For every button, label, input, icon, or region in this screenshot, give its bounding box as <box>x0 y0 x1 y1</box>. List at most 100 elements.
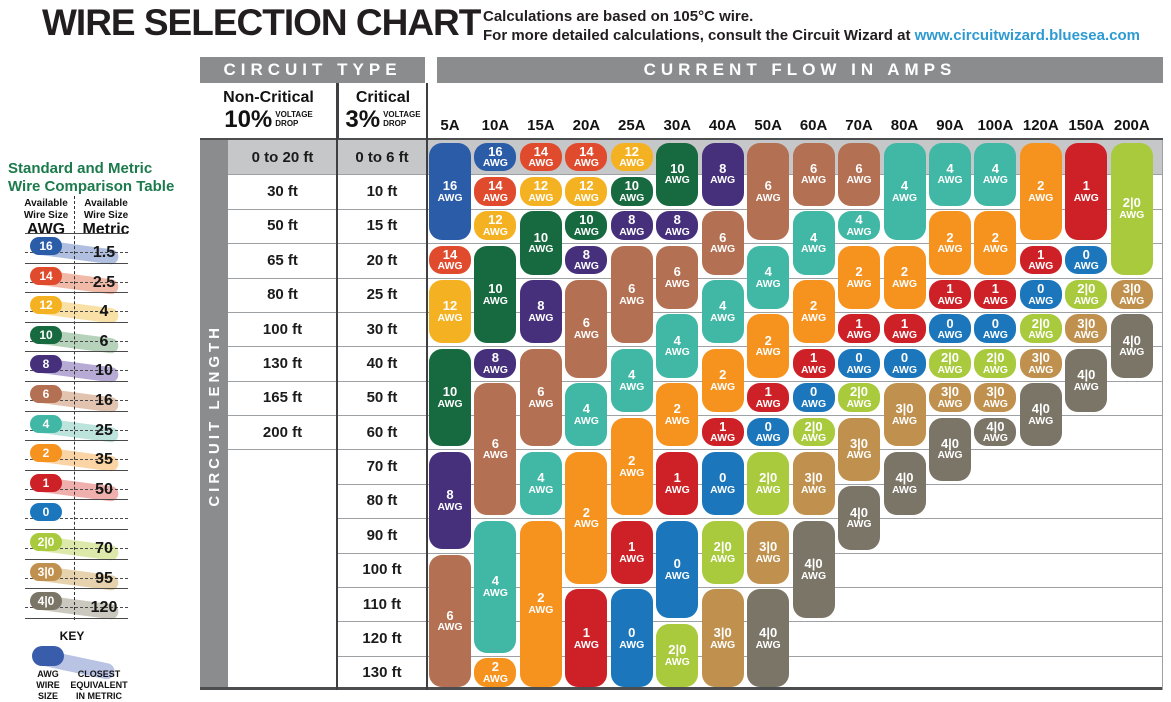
comparison-row-dashed-line <box>25 252 128 253</box>
wire-gauge-pill: 2 AWG <box>974 211 1017 275</box>
pill-awg-word: AWG <box>664 226 690 239</box>
wire-gauge-pill: 0 AWG <box>838 348 880 378</box>
wire-gauge-pill: 4|0 AWG <box>929 417 971 481</box>
key-metric-caption: CLOSEST EQUIVALENT IN METRIC <box>70 669 128 701</box>
wire-gauge-pill: 8 AWG <box>429 451 471 550</box>
awg-pill: 3|0 <box>30 562 62 581</box>
pill-gauge-value: 3|0 <box>895 401 914 417</box>
page-title: WIRE SELECTION CHART <box>42 2 481 43</box>
pill-awg-word: AWG <box>1073 260 1099 273</box>
awg-pill: 10 <box>30 325 62 344</box>
pill-awg-word: AWG <box>664 655 690 668</box>
pill-awg-word: AWG <box>1119 294 1145 307</box>
pill-gauge-value: 1 <box>764 384 772 400</box>
awg-pill: 1 <box>30 473 62 492</box>
wire-gauge-pill: 2 AWG <box>883 245 926 309</box>
pill-gauge-value: 4 <box>491 573 499 589</box>
pill-awg-word: AWG <box>573 518 599 531</box>
pill-awg-word: AWG <box>528 243 554 256</box>
row-label-critical: 50 ft <box>366 389 398 407</box>
pill-gauge-value: 1 <box>900 315 909 331</box>
row-label-noncritical: 200 ft <box>262 423 303 441</box>
comparison-row-dashed-line <box>25 370 128 372</box>
metric-value: 1.5 <box>92 244 116 261</box>
wire-gauge-pill: 0 AWG <box>701 451 744 516</box>
wire-gauge-pill: 4 AWG <box>474 520 517 653</box>
awg-pill: 2 <box>30 444 62 463</box>
metric-value: 35 <box>95 451 113 469</box>
pill-gauge-value: 16 <box>488 143 503 159</box>
row-label-critical: 90 ft <box>366 526 398 544</box>
pill-gauge-value: 2|0 <box>668 642 687 658</box>
pill-gauge-value: 10 <box>624 178 640 193</box>
metric-value: 16 <box>95 392 113 409</box>
amp-column-header: 120A <box>1022 117 1059 134</box>
pill-awg-word: AWG <box>891 483 918 496</box>
wire-gauge-pill: 2|0 AWG <box>929 348 971 378</box>
pill-gauge-value: 2 <box>1037 177 1045 193</box>
pill-awg-word: AWG <box>846 277 872 290</box>
row-label-critical: 120 ft <box>362 629 402 647</box>
row-label-noncritical: 0 to 20 ft <box>251 148 314 166</box>
wire-gauge-pill: 2 AWG <box>656 383 699 447</box>
pill-gauge-value: 2|0 <box>940 349 960 365</box>
wire-gauge-pill: 8 AWG <box>656 211 699 241</box>
comparison-row-dashed-line <box>25 311 128 313</box>
pill-gauge-value: 4|0 <box>986 418 1005 434</box>
pill-gauge-value: 3|0 <box>1122 281 1141 297</box>
wire-gauge-pill: 4|0 AWG <box>1019 383 1062 447</box>
metric-value: 50 <box>95 480 113 498</box>
wire-gauge-pill: 6 AWG <box>747 142 790 241</box>
awg-pill: 0 <box>30 503 62 522</box>
wire-gauge-pill: 4 AWG <box>610 348 653 413</box>
pill-awg-word: AWG <box>573 260 599 273</box>
wire-gauge-pill: 0 AWG <box>1019 280 1062 309</box>
pill-gauge-value: 2 <box>855 263 863 279</box>
pill-awg-word: AWG <box>528 483 554 496</box>
wire-gauge-pill: 6 AWG <box>565 280 608 378</box>
pill-gauge-value: 8 <box>446 487 454 503</box>
pill-awg-word: AWG <box>1073 294 1099 307</box>
wire-gauge-pill: 3|0 AWG <box>838 417 880 481</box>
comparison-row-line <box>25 440 128 442</box>
circuit-wizard-link[interactable]: www.circuitwizard.bluesea.com <box>914 27 1140 44</box>
wire-gauge-pill: 4 AWG <box>838 211 880 241</box>
wire-gauge-pill: 2|0 AWG <box>1110 142 1153 275</box>
pill-awg-word: AWG <box>982 174 1008 187</box>
pill-awg-word: AWG <box>1119 208 1145 221</box>
pill-awg-word: AWG <box>891 191 918 204</box>
comparison-row-dashed-line <box>25 400 128 401</box>
wire-gauge-pill: 2|0 AWG <box>792 417 835 447</box>
pill-awg-word: AWG <box>891 277 918 290</box>
pill-awg-word: AWG <box>619 638 645 651</box>
pill-awg-word: AWG <box>1028 329 1054 342</box>
pill-awg-word: AWG <box>482 157 508 170</box>
pill-gauge-value: 16 <box>442 177 458 193</box>
awg-pill: 16 <box>30 237 62 255</box>
pill-awg-word: AWG <box>937 329 963 342</box>
row-label-critical: 0 to 6 ft <box>355 148 409 166</box>
pill-awg-word: AWG <box>937 397 963 410</box>
pill-awg-word: AWG <box>710 380 736 393</box>
pill-awg-word: AWG <box>710 243 736 256</box>
pill-gauge-value: 4 <box>764 263 772 279</box>
pill-gauge-value: 4 <box>628 367 636 383</box>
amp-column-header: 30A <box>663 117 692 134</box>
pill-gauge-value: 14 <box>579 143 594 159</box>
amp-column-header: 70A <box>845 117 873 134</box>
comparison-row-line <box>25 351 128 353</box>
pill-awg-word: AWG <box>846 329 872 342</box>
pill-gauge-value: 14 <box>533 143 549 159</box>
pill-awg-word: AWG <box>482 672 508 685</box>
pill-gauge-value: 2 <box>628 452 636 468</box>
wire-gauge-pill: 3|0 AWG <box>1065 314 1108 344</box>
metric-value: 25 <box>95 421 113 439</box>
wire-gauge-pill: 0 AWG <box>974 314 1017 344</box>
comparison-row-line <box>25 292 128 294</box>
pill-awg-word: AWG <box>664 174 690 187</box>
wire-gauge-pill: 1 AWG <box>792 348 835 378</box>
pill-gauge-value: 4|0 <box>895 470 914 486</box>
pill-awg-word: AWG <box>1028 415 1054 428</box>
metric-value: 70 <box>95 540 113 557</box>
